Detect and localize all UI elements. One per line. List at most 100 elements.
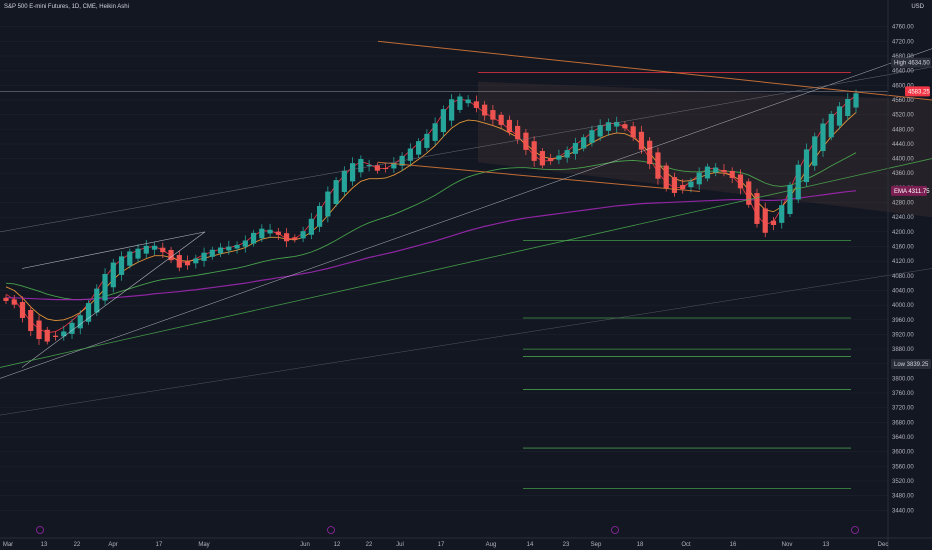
x-tick-label: 17	[156, 542, 163, 548]
candle-body	[350, 163, 356, 182]
candle-body	[407, 148, 413, 161]
candle-body	[11, 299, 17, 305]
x-tick-label: 12	[334, 542, 341, 548]
candle-body	[515, 125, 521, 140]
candle-body	[630, 126, 636, 138]
candle-body	[853, 93, 859, 108]
y-tick-label: 4600.00	[892, 83, 914, 89]
candle-body	[803, 149, 810, 183]
x-tick-label: 22	[366, 542, 373, 548]
y-tick-label: 3720.00	[892, 406, 914, 412]
x-tick-label: 14	[527, 542, 534, 548]
candle-body	[168, 249, 174, 261]
y-tick-label: 4080.00	[892, 274, 914, 280]
event-marker-icon	[327, 526, 335, 534]
early-channel-line-2	[21, 231, 206, 269]
candle-body	[28, 310, 34, 332]
y-tick-label: 3680.00	[892, 420, 914, 426]
channel-zones	[478, 81, 932, 218]
candle-body	[531, 141, 537, 161]
candle-body	[556, 155, 562, 160]
candle-body	[655, 152, 661, 179]
candle-body	[779, 205, 785, 223]
candle-body	[52, 335, 59, 337]
candle-body	[94, 288, 100, 313]
candle-body	[333, 180, 339, 204]
candle-body	[160, 247, 166, 253]
candle-body	[473, 101, 479, 108]
candle-body	[69, 322, 75, 334]
y-tick-label: 4720.00	[892, 39, 914, 45]
x-tick-label: 13	[41, 542, 48, 548]
y-tick-label: 3640.00	[892, 435, 914, 441]
y-tick-label: 3600.00	[892, 450, 914, 456]
candle-body	[713, 167, 719, 173]
candle-body	[770, 220, 777, 226]
candle-body	[704, 166, 711, 179]
candle-body	[358, 159, 364, 173]
candle-body	[209, 249, 215, 257]
currency-label[interactable]: USD	[911, 4, 924, 10]
candle-body	[680, 184, 686, 190]
candle-body	[300, 231, 306, 239]
candle-body	[737, 174, 744, 189]
y-tick-label: 4400.00	[892, 157, 914, 163]
y-tick-label: 4160.00	[892, 245, 914, 251]
candle-body	[110, 262, 116, 288]
low-tag-bg	[891, 359, 931, 370]
x-tick-label: May	[198, 542, 209, 548]
candle-body	[201, 252, 207, 261]
candle-body	[548, 158, 554, 162]
candle-body	[638, 131, 645, 150]
lower-channel-line	[0, 268, 932, 416]
ma-line	[5, 112, 857, 321]
x-tick-label: 13	[823, 542, 830, 548]
candle-body	[316, 205, 323, 227]
candle-body	[721, 170, 727, 172]
x-tick-label: Nov	[782, 542, 793, 548]
candle-body	[787, 184, 793, 215]
candle-body	[671, 177, 678, 193]
candle-body	[449, 99, 455, 121]
candle-body	[523, 132, 529, 150]
candle-body	[836, 106, 843, 126]
candle-body	[242, 240, 248, 247]
y-tick-label: 3960.00	[892, 318, 914, 324]
candle-body	[61, 331, 67, 337]
y-tick-label: 4240.00	[892, 215, 914, 221]
candle-body	[440, 109, 446, 133]
x-tick-label: Sep	[591, 542, 602, 548]
early-channel-line-1	[21, 231, 206, 368]
candle-body	[283, 233, 290, 242]
candle-body	[746, 181, 752, 205]
candle-body	[267, 229, 273, 234]
x-tick-label: Apr	[108, 542, 117, 548]
time-axis: Mar 13 22 Apr 17 May Jun 12 22 Jul 17 Aug 14 23 Sep 18 O…	[0, 526, 932, 548]
y-tick-label: 4680.00	[892, 54, 914, 60]
ma-tag: EMA 4311.75	[894, 189, 930, 195]
candle-body	[795, 164, 801, 200]
candle-body	[193, 258, 199, 264]
price-axis: 3440.00 3480.00 3520.00 3560.00 3600.00 3640.…	[887, 0, 914, 550]
x-tick-label: Aug	[486, 542, 497, 548]
candle-body	[341, 170, 347, 193]
long-support-line	[0, 158, 932, 368]
candle-body	[812, 136, 818, 166]
candle-body	[539, 151, 546, 166]
candle-body	[465, 99, 471, 104]
trend-lines	[0, 40, 932, 489]
y-tick-label: 3480.00	[892, 494, 914, 500]
y-tick-label: 4560.00	[892, 98, 914, 104]
candle-body	[176, 255, 182, 268]
candle-body	[820, 123, 826, 152]
y-tick-label: 4120.00	[892, 259, 914, 265]
candle-body	[457, 96, 463, 110]
upper-trendline	[377, 40, 932, 101]
candle-body	[3, 297, 9, 302]
candle-body	[184, 261, 191, 266]
candle-body	[845, 99, 851, 116]
lower-trendline	[377, 161, 701, 193]
candle-body	[696, 172, 702, 185]
price-tag: 4583.25	[908, 89, 930, 95]
